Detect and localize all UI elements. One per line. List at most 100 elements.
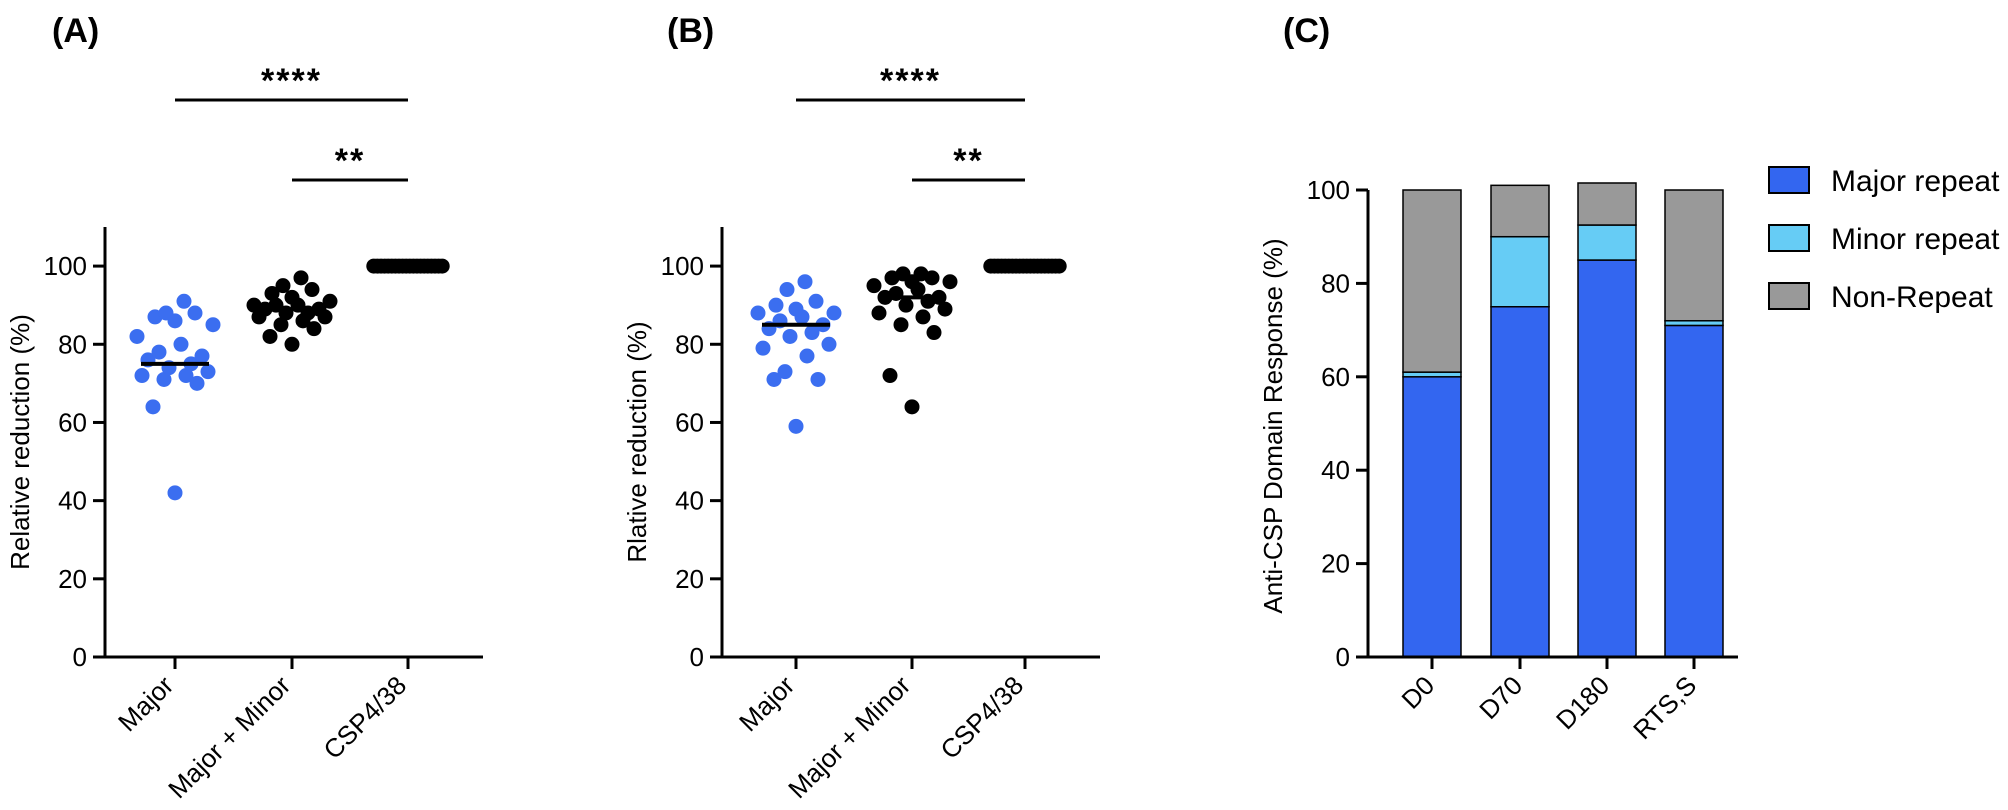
data-point <box>766 371 782 387</box>
data-point <box>866 278 882 294</box>
y-tick-label: 40 <box>675 486 704 516</box>
data-point <box>779 282 795 298</box>
data-point <box>926 325 942 341</box>
data-point <box>937 301 953 317</box>
data-point <box>304 282 320 298</box>
y-axis-label: Anti-CSP Domain Response (%) <box>1258 238 1288 613</box>
legend-label: Non-Repeat <box>1831 281 1993 314</box>
bar-segment <box>1490 184 1550 238</box>
data-point <box>205 317 221 333</box>
data-point <box>826 305 842 321</box>
data-point <box>808 293 824 309</box>
data-point <box>799 348 815 364</box>
data-point <box>804 325 820 341</box>
bar-segment <box>1577 182 1637 226</box>
significance-label: **** <box>261 62 322 100</box>
data-point <box>187 305 203 321</box>
significance-label: ** <box>953 142 983 180</box>
data-point <box>178 368 194 384</box>
data-point <box>306 321 322 337</box>
data-point <box>915 309 931 325</box>
data-point <box>246 297 262 313</box>
data-point <box>194 348 210 364</box>
data-point <box>189 375 205 391</box>
data-point <box>275 278 291 294</box>
data-point <box>156 371 172 387</box>
panel-label: (A) <box>52 12 99 50</box>
data-point <box>176 293 192 309</box>
y-tick-label: 0 <box>1336 642 1350 672</box>
data-point <box>200 364 216 380</box>
panel-label: (C) <box>1283 12 1330 50</box>
bar-segment <box>1402 376 1462 658</box>
y-tick-label: 0 <box>690 642 704 672</box>
y-tick-label: 80 <box>1321 268 1350 298</box>
y-tick-label: 60 <box>58 407 87 437</box>
panel-a: (A) 0 20 40 60 80 100 Relative reduction (%) Maj… <box>5 12 483 804</box>
y-tick-label: 0 <box>73 642 87 672</box>
bar-segment <box>1664 189 1724 322</box>
data-point <box>788 418 804 434</box>
significance-label: ** <box>335 142 365 180</box>
legend-label: Minor repeat <box>1831 223 2000 256</box>
x-tick-label: Major <box>112 670 179 737</box>
x-tick-label: CSP4/38 <box>317 670 412 765</box>
data-point <box>755 340 771 356</box>
y-tick-label: 20 <box>1321 549 1350 579</box>
data-point <box>871 305 887 321</box>
bar-segment <box>1490 235 1550 308</box>
data-point <box>942 274 958 290</box>
y-tick-label: 100 <box>1307 175 1350 205</box>
x-tick-label: Major + Minor <box>162 670 296 804</box>
data-point <box>129 328 145 344</box>
data-point <box>895 266 911 282</box>
data-point <box>821 336 837 352</box>
data-point <box>145 399 161 415</box>
legend-swatch <box>1768 224 1810 252</box>
data-point <box>1051 258 1067 274</box>
data-point <box>173 336 189 352</box>
significance-label: **** <box>880 62 941 100</box>
y-tick-label: 100 <box>44 251 87 281</box>
data-point <box>134 368 150 384</box>
legend: Major repeat Minor repeat Non-Repeat <box>1768 165 2000 314</box>
data-point <box>151 344 167 360</box>
legend-swatch <box>1768 282 1810 310</box>
x-tick-label: Major <box>733 670 800 737</box>
data-point <box>768 297 784 313</box>
y-tick-label: 80 <box>58 329 87 359</box>
data-point <box>782 328 798 344</box>
data-point <box>904 399 920 415</box>
y-tick-label: 40 <box>58 486 87 516</box>
y-tick-label: 40 <box>1321 455 1350 485</box>
data-point <box>284 336 300 352</box>
data-point <box>284 289 300 305</box>
data-point <box>158 305 174 321</box>
y-tick-label: 20 <box>58 564 87 594</box>
data-point <box>273 317 289 333</box>
legend-swatch <box>1768 166 1810 194</box>
y-tick-label: 60 <box>1321 362 1350 392</box>
data-point <box>810 371 826 387</box>
x-tick-label: CSP4/38 <box>934 670 1029 765</box>
panel-b: (B) 0 20 40 60 80 100 Rlative reduction (%) Majo… <box>622 12 1100 804</box>
bar-segment <box>1577 259 1637 658</box>
bar-segment <box>1664 324 1724 658</box>
y-tick-label: 80 <box>675 329 704 359</box>
data-point <box>322 293 338 309</box>
x-tick-label: D0 <box>1396 670 1441 715</box>
x-tick-label: RTS,S <box>1627 670 1702 745</box>
data-point <box>262 328 278 344</box>
data-point <box>167 485 183 501</box>
data-point <box>797 274 813 290</box>
data-point <box>750 305 766 321</box>
data-point <box>264 285 280 301</box>
bar-segment <box>1577 224 1637 261</box>
data-point <box>434 258 450 274</box>
y-tick-label: 100 <box>661 251 704 281</box>
data-point <box>893 317 909 333</box>
x-tick-label: D180 <box>1550 670 1615 735</box>
y-axis-label: Rlative reduction (%) <box>622 321 652 562</box>
data-point <box>788 301 804 317</box>
y-axis-label: Relative reduction (%) <box>5 314 35 570</box>
